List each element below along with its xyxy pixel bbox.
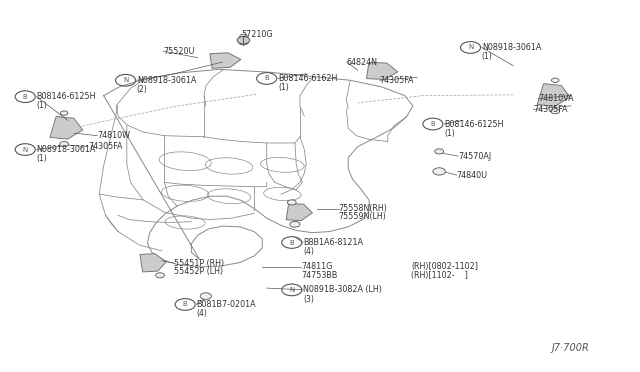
Text: (1): (1)	[278, 83, 289, 92]
Text: (1): (1)	[444, 129, 455, 138]
Circle shape	[287, 200, 296, 205]
Text: N: N	[22, 147, 28, 153]
Polygon shape	[140, 254, 166, 272]
Text: N0891B-3082A (LH): N0891B-3082A (LH)	[303, 285, 382, 294]
Text: N08918-3061A: N08918-3061A	[137, 76, 196, 85]
Text: J7·700R: J7·700R	[552, 343, 590, 353]
Circle shape	[239, 39, 248, 45]
Polygon shape	[367, 62, 397, 80]
Text: 55451P (RH): 55451P (RH)	[175, 259, 225, 268]
Text: B: B	[23, 94, 28, 100]
Text: B: B	[289, 240, 294, 246]
Text: B08146-6162H: B08146-6162H	[278, 74, 337, 83]
Circle shape	[290, 221, 300, 227]
Text: 74840U: 74840U	[457, 171, 488, 180]
Circle shape	[240, 34, 247, 39]
Text: B08146-6125H: B08146-6125H	[36, 92, 96, 101]
Text: 74305FA: 74305FA	[88, 142, 122, 151]
Text: 74305FA: 74305FA	[380, 76, 414, 85]
Text: (1): (1)	[482, 52, 493, 61]
Text: 74570AJ: 74570AJ	[458, 152, 491, 161]
Circle shape	[60, 111, 68, 115]
Text: B8B1A6-8121A: B8B1A6-8121A	[303, 238, 363, 247]
Polygon shape	[537, 84, 570, 106]
Text: 74305FA: 74305FA	[533, 105, 568, 114]
Text: 74810VA: 74810VA	[538, 94, 574, 103]
Circle shape	[552, 78, 559, 83]
Text: N: N	[468, 45, 473, 51]
Text: B081B7-0201A: B081B7-0201A	[196, 300, 256, 309]
Text: B: B	[264, 76, 269, 81]
Circle shape	[200, 293, 211, 299]
Circle shape	[60, 141, 68, 147]
Text: B: B	[431, 121, 435, 127]
Text: 74811G: 74811G	[301, 262, 333, 272]
Text: 75520U: 75520U	[163, 46, 195, 55]
Circle shape	[156, 273, 164, 278]
Text: 64824N: 64824N	[347, 58, 378, 67]
Text: 57210G: 57210G	[242, 30, 273, 39]
Text: (4): (4)	[303, 247, 314, 256]
Text: 74810W: 74810W	[97, 131, 131, 140]
Text: 55452P (LH): 55452P (LH)	[175, 267, 223, 276]
Text: 75559N(LH): 75559N(LH)	[339, 212, 387, 221]
Text: N: N	[123, 77, 128, 83]
Polygon shape	[210, 53, 241, 68]
Text: B: B	[183, 301, 188, 308]
Text: (1): (1)	[36, 101, 47, 110]
Text: N: N	[289, 287, 294, 293]
Text: (2): (2)	[137, 85, 148, 94]
Text: N08918-3061A: N08918-3061A	[36, 145, 96, 154]
Circle shape	[237, 36, 250, 44]
Polygon shape	[286, 203, 312, 221]
Circle shape	[551, 109, 559, 114]
Text: 74753BB: 74753BB	[301, 271, 337, 280]
Polygon shape	[50, 116, 83, 139]
Text: B08146-6125H: B08146-6125H	[444, 119, 504, 128]
Text: (3): (3)	[303, 295, 314, 304]
Circle shape	[435, 149, 444, 154]
Text: 75558N(RH): 75558N(RH)	[339, 204, 388, 213]
Circle shape	[433, 168, 445, 175]
Text: (RH)[0802-1102]: (RH)[0802-1102]	[411, 262, 478, 272]
Text: (1): (1)	[36, 154, 47, 163]
Text: (4): (4)	[196, 309, 207, 318]
Text: (RH)[1102-    ]: (RH)[1102- ]	[411, 271, 468, 280]
Text: N08918-3061A: N08918-3061A	[482, 43, 541, 52]
